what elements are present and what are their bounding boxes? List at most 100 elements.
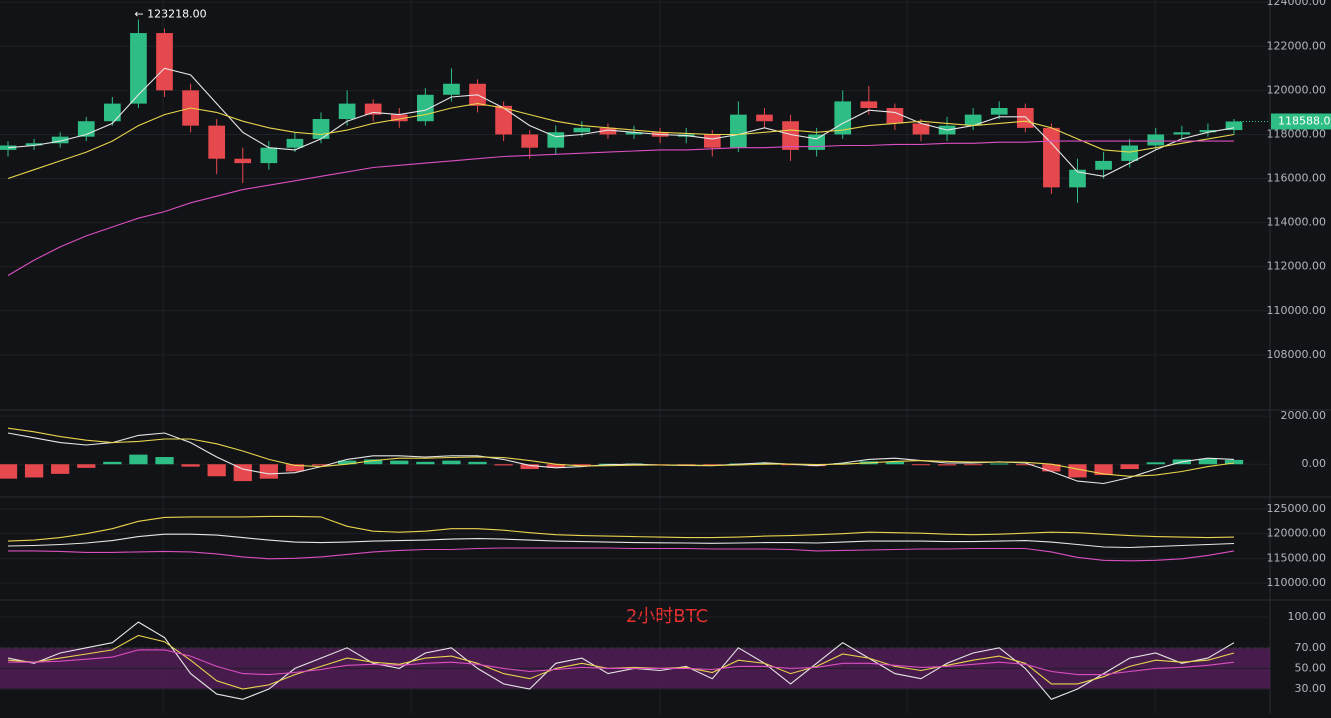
histogram-bar	[181, 464, 200, 467]
histogram-bar	[494, 464, 513, 466]
histogram-bar	[103, 461, 122, 465]
candle-body	[964, 114, 982, 126]
y-tick-label: 112000.00	[1267, 260, 1327, 273]
candle-body	[51, 136, 69, 144]
histogram-bar	[77, 464, 96, 468]
histogram-bar	[885, 461, 905, 465]
candle-body	[443, 83, 460, 95]
candle-body	[208, 125, 226, 159]
candle-body	[703, 134, 721, 148]
candle-body	[730, 114, 747, 148]
histogram-bar	[24, 464, 44, 478]
histogram-bar	[155, 457, 174, 465]
candle-body	[156, 33, 173, 91]
histogram-bar	[833, 463, 852, 465]
candle-body	[364, 103, 382, 115]
histogram-bar	[129, 454, 148, 465]
high-annotation: ← 123218.00	[134, 7, 206, 20]
histogram-bar	[937, 464, 957, 466]
indicator-line	[7, 515, 1235, 542]
candle-body	[25, 143, 43, 146]
candle-body	[286, 138, 304, 148]
candle-body	[912, 123, 930, 135]
candle-body	[625, 132, 643, 135]
histogram-bar	[1146, 462, 1165, 465]
histogram-bar	[1068, 464, 1087, 478]
y-tick-label: 0.00	[1302, 457, 1327, 470]
histogram-bar	[442, 460, 461, 465]
histogram-bar	[1016, 464, 1035, 466]
y-tick-label: 115000.00	[1267, 551, 1327, 564]
candle-body	[990, 108, 1008, 115]
histogram-bar	[416, 461, 435, 465]
indicator-line	[8, 649, 1235, 676]
histogram-bar	[964, 464, 983, 466]
y-tick-label: 70.00	[1295, 641, 1327, 654]
candle-body	[808, 134, 825, 150]
histogram-bar	[233, 464, 252, 482]
histogram-bar	[546, 464, 565, 468]
histogram-bar	[364, 459, 383, 465]
candle-body	[1199, 130, 1217, 133]
candle-body	[103, 103, 121, 122]
indicator-line	[7, 432, 1235, 485]
indicator-line	[7, 621, 1235, 700]
y-tick-label: 122000.00	[1267, 39, 1327, 52]
y-tick-label: 2000.00	[1281, 409, 1327, 422]
candle-body	[521, 134, 539, 148]
y-tick-label: 124000.00	[1267, 0, 1327, 8]
y-tick-label: 30.00	[1295, 682, 1327, 695]
indicator-line	[8, 547, 1235, 562]
last-price-tag	[1271, 113, 1331, 130]
y-tick-label: 114000.00	[1267, 216, 1327, 229]
histogram-bar	[1042, 464, 1061, 472]
histogram-bar	[990, 463, 1009, 465]
histogram-bar	[0, 464, 18, 479]
candle-body	[573, 127, 591, 133]
y-tick-label: 125000.00	[1267, 502, 1327, 515]
histogram-bar	[911, 464, 931, 466]
y-tick-label: 110000.00	[1267, 576, 1327, 589]
y-tick-label: 100.00	[1288, 610, 1327, 623]
histogram-bar	[703, 464, 722, 466]
candle-body	[260, 147, 278, 164]
histogram-bar	[285, 464, 305, 472]
histogram-bar	[390, 460, 409, 465]
y-tick-label: 110000.00	[1267, 304, 1327, 317]
histogram-bar	[1224, 459, 1244, 465]
candle-body	[1069, 169, 1086, 188]
histogram-bar	[259, 464, 278, 479]
candle-body	[599, 127, 617, 135]
histogram-bar	[337, 460, 357, 465]
candle-body	[234, 158, 252, 164]
candle-body	[782, 121, 799, 150]
candle-body	[1173, 132, 1191, 135]
y-tick-label: 116000.00	[1267, 172, 1327, 185]
y-tick-label: 118000.00	[1267, 127, 1327, 140]
candle-body	[860, 101, 878, 109]
candle-body	[1147, 134, 1165, 146]
y-tick-label: 108000.00	[1267, 348, 1327, 361]
candle-body	[1095, 160, 1112, 170]
candle-body	[756, 114, 773, 122]
last-price-label: 118588.00	[1278, 115, 1331, 128]
candle-body	[1225, 121, 1243, 131]
candle-body	[130, 33, 147, 104]
candle-body	[1016, 108, 1034, 128]
vertical-grid	[162, 0, 1156, 714]
indicator-line	[7, 103, 1235, 180]
candle-body	[312, 119, 330, 139]
histogram-bar	[572, 464, 592, 466]
candle-body	[390, 114, 408, 122]
y-tick-label: 120000.00	[1267, 527, 1327, 540]
histogram-bar	[520, 464, 539, 470]
indicator-line	[7, 140, 1234, 276]
histogram-bar	[51, 464, 70, 474]
histogram-bar	[1120, 464, 1139, 470]
histogram-bar	[207, 464, 226, 477]
y-tick-label: 120000.00	[1267, 83, 1327, 96]
candle-body	[338, 103, 356, 120]
